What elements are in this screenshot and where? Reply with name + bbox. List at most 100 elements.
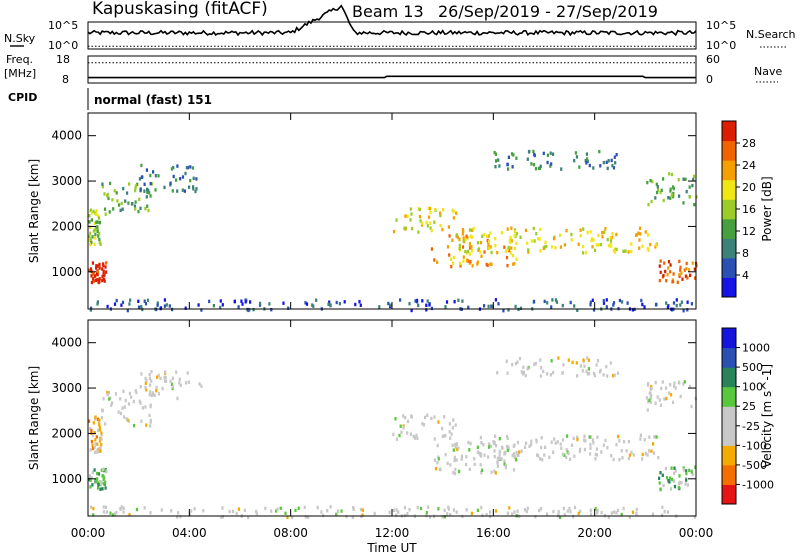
vel-cell — [630, 450, 633, 455]
vel-cell — [480, 454, 483, 458]
vel-cell — [171, 385, 175, 389]
vel-cell — [145, 378, 148, 383]
power-cell — [662, 177, 665, 181]
vel-cell — [138, 399, 141, 403]
power-cell — [670, 172, 673, 177]
vel-cell — [304, 515, 307, 519]
vel-cell — [156, 375, 159, 379]
vel-cell — [351, 515, 354, 519]
vel-cell — [660, 386, 663, 391]
power-cell — [537, 237, 540, 241]
colorbar-tick-label: 8 — [742, 247, 749, 260]
power-cell — [156, 303, 159, 307]
vel-cell — [430, 416, 433, 421]
vel-cell — [451, 443, 454, 448]
vel-cell — [415, 433, 418, 438]
vel-cell — [443, 508, 446, 513]
vel-cell — [91, 443, 94, 447]
power-cell — [663, 261, 666, 265]
power-cell — [139, 188, 142, 192]
power-cell — [442, 208, 445, 212]
power-cell — [644, 230, 647, 234]
x-tick-label: 00:00 — [71, 526, 106, 540]
vel-cell — [88, 474, 92, 478]
power-cell — [172, 165, 175, 170]
vel-cell — [613, 373, 616, 377]
vel-cell — [523, 445, 527, 449]
power-cell — [126, 191, 129, 195]
power-cell — [592, 308, 596, 312]
vel-cell — [473, 457, 476, 461]
vel-cell — [664, 466, 667, 471]
colorbar-tick-label: -1000 — [742, 478, 774, 491]
power-cell — [469, 246, 472, 250]
power-cell — [468, 242, 471, 246]
power-cell — [101, 182, 104, 186]
vel-cell — [361, 513, 364, 517]
power-cell — [105, 261, 108, 265]
vel-cell — [124, 398, 127, 403]
power-cell — [115, 191, 118, 195]
y-tick-label: 2000 — [51, 426, 82, 440]
vel-cell — [455, 458, 458, 462]
vel-cell — [402, 426, 405, 430]
vel-cell — [665, 396, 668, 401]
x-tick-label: 12:00 — [375, 526, 410, 540]
power-cell — [504, 249, 508, 253]
freq-left-tick-bottom: 8 — [62, 73, 69, 86]
noise-panel: N.Sky 10^5 10^0 10^5 10^0 N.Search — [4, 4, 796, 52]
power-cell — [579, 234, 582, 238]
power-cell — [686, 300, 689, 304]
vel-cell — [221, 515, 224, 519]
power-cell — [605, 298, 608, 302]
vel-cell — [94, 442, 97, 446]
vel-cell — [489, 444, 493, 448]
vel-cell — [650, 449, 653, 453]
time-axis: 00:00 04:00 08:00 12:00 16:00 20:00 00:00 — [71, 113, 713, 540]
noise-left-tick-top: 10^5 — [48, 19, 78, 32]
power-cell — [461, 245, 465, 249]
vel-cell — [397, 510, 400, 514]
vel-cell — [96, 450, 99, 454]
power-cell — [676, 280, 679, 284]
vel-cell — [121, 406, 124, 410]
power-cell — [682, 177, 685, 181]
vel-cell — [652, 442, 655, 446]
power-cell — [98, 231, 101, 236]
vel-cell — [122, 389, 125, 393]
vel-cell — [678, 480, 681, 485]
vel-cell — [441, 426, 444, 431]
vel-cell — [493, 442, 496, 446]
power-cell — [577, 242, 580, 246]
power-cell — [451, 238, 454, 242]
power-cell — [678, 194, 681, 198]
vel-cell — [104, 422, 107, 426]
vel-cell — [427, 505, 430, 509]
vel-cell — [135, 390, 138, 394]
power-cell — [650, 199, 653, 204]
vel-cell — [176, 396, 179, 401]
vel-cell — [671, 400, 675, 404]
vel-cell — [92, 513, 95, 517]
power-cell — [533, 153, 536, 158]
power-cell — [410, 212, 413, 216]
vel-cell — [557, 356, 560, 360]
power-cell — [439, 224, 442, 228]
power-cell — [468, 228, 471, 232]
vel-cell — [119, 507, 122, 511]
power-cell — [510, 152, 514, 156]
velocity-colorbar-ticks: 1000 500 100 25 -25 -100 -500 -1000 — [736, 342, 774, 491]
vel-cell — [89, 485, 92, 489]
power-cell — [118, 203, 121, 207]
power-cell — [638, 246, 641, 250]
power-cell — [338, 302, 341, 306]
velocity-y-axis-label: Slant Range [km] — [27, 366, 41, 470]
power-cell — [439, 213, 442, 218]
vel-cell — [668, 480, 671, 484]
power-cell — [470, 235, 474, 239]
vel-cell — [576, 374, 579, 378]
vel-cell — [453, 471, 457, 476]
vel-cell — [507, 445, 510, 449]
power-cell — [537, 166, 541, 171]
power-cell — [433, 220, 436, 224]
